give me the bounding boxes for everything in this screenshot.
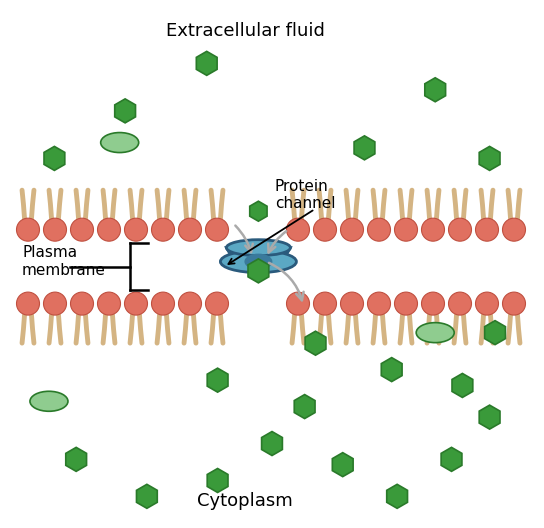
Polygon shape [137, 484, 157, 508]
Polygon shape [207, 468, 228, 493]
Polygon shape [452, 373, 473, 398]
Circle shape [71, 292, 94, 315]
Polygon shape [196, 51, 217, 76]
Polygon shape [305, 331, 326, 355]
Circle shape [125, 292, 147, 315]
Circle shape [503, 292, 526, 315]
Circle shape [178, 218, 201, 241]
Circle shape [394, 218, 417, 241]
Circle shape [44, 292, 66, 315]
Circle shape [313, 218, 337, 241]
Circle shape [368, 218, 391, 241]
Ellipse shape [416, 323, 454, 343]
Text: Plasma
membrane: Plasma membrane [22, 246, 106, 278]
Circle shape [448, 218, 472, 241]
Circle shape [368, 292, 391, 315]
Polygon shape [262, 431, 282, 456]
Circle shape [97, 218, 121, 241]
Circle shape [125, 218, 147, 241]
Polygon shape [479, 405, 500, 429]
Circle shape [16, 292, 40, 315]
Polygon shape [354, 136, 375, 160]
Circle shape [44, 218, 66, 241]
Polygon shape [207, 368, 228, 392]
Text: Extracellular fluid: Extracellular fluid [165, 22, 324, 40]
Circle shape [206, 292, 228, 315]
Circle shape [341, 292, 363, 315]
Polygon shape [441, 447, 462, 472]
Circle shape [475, 292, 498, 315]
Text: Cytoplasm: Cytoplasm [197, 492, 293, 510]
Polygon shape [115, 99, 135, 123]
Polygon shape [294, 394, 315, 419]
Circle shape [206, 218, 228, 241]
Ellipse shape [101, 133, 139, 153]
Polygon shape [332, 452, 353, 477]
Ellipse shape [244, 253, 273, 270]
Polygon shape [66, 447, 86, 472]
Circle shape [178, 292, 201, 315]
Circle shape [503, 218, 526, 241]
Circle shape [16, 218, 40, 241]
Polygon shape [381, 357, 402, 382]
Polygon shape [44, 146, 65, 171]
Circle shape [151, 292, 175, 315]
Circle shape [151, 218, 175, 241]
Polygon shape [220, 248, 296, 261]
Circle shape [287, 292, 310, 315]
Circle shape [422, 218, 444, 241]
Circle shape [394, 292, 417, 315]
Polygon shape [425, 78, 446, 102]
Circle shape [422, 292, 444, 315]
Ellipse shape [220, 251, 296, 272]
Circle shape [97, 292, 121, 315]
Ellipse shape [226, 240, 290, 256]
Circle shape [313, 292, 337, 315]
Polygon shape [485, 320, 505, 345]
Polygon shape [479, 146, 500, 171]
Circle shape [448, 292, 472, 315]
Polygon shape [244, 246, 273, 263]
Circle shape [341, 218, 363, 241]
Text: Protein
channel: Protein channel [275, 179, 335, 211]
Circle shape [475, 218, 498, 241]
Polygon shape [250, 201, 267, 221]
Circle shape [71, 218, 94, 241]
Circle shape [287, 218, 310, 241]
Polygon shape [224, 254, 233, 263]
Polygon shape [387, 484, 407, 508]
Polygon shape [248, 259, 269, 283]
Ellipse shape [30, 391, 68, 411]
